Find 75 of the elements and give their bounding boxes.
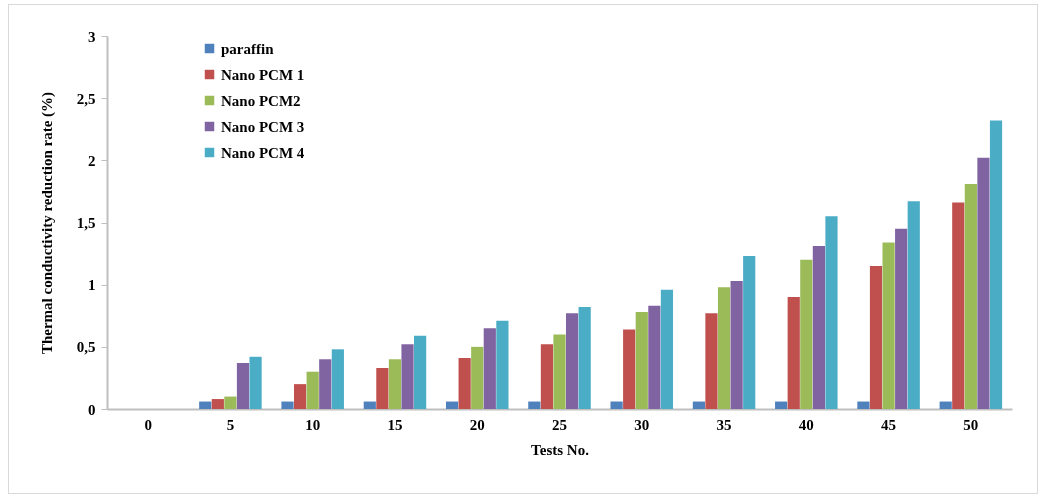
bar: [578, 307, 591, 409]
bar: [388, 359, 402, 409]
bar: [224, 396, 237, 409]
legend-label: Nano PCM 1: [221, 66, 305, 83]
bar: [565, 313, 579, 409]
bar: [939, 401, 952, 409]
bar: [376, 367, 389, 409]
x-tick-label: 0: [144, 416, 152, 433]
bar: [882, 242, 895, 409]
bar: [528, 401, 541, 409]
bar: [319, 359, 332, 409]
bar: [483, 328, 496, 409]
y-tick-label: 0,5: [76, 339, 96, 356]
bar: [977, 157, 990, 409]
x-tick-label: 40: [798, 416, 814, 433]
bar: [401, 344, 414, 409]
bar: [635, 312, 648, 409]
bar: [952, 202, 965, 409]
bar: [787, 297, 800, 409]
bar: [363, 401, 376, 409]
bar: [458, 358, 471, 409]
bar: [692, 401, 705, 409]
bar: [610, 401, 623, 409]
legend-label: Nano PCM2: [221, 92, 301, 109]
legend-label: paraffin: [221, 40, 275, 57]
y-axis-title: Thermal conductivity reduction rate (%): [38, 91, 56, 355]
x-axis-title: Tests No.: [531, 441, 590, 458]
bar: [199, 401, 212, 409]
x-tick-label: 15: [387, 416, 403, 433]
x-tick-label: 20: [469, 416, 485, 433]
bar: [857, 401, 870, 409]
x-tick-label: 50: [963, 416, 979, 433]
y-tick-label: 0: [88, 401, 96, 418]
bar: [775, 401, 788, 409]
bar: [294, 384, 307, 409]
y-tick-label: 1: [88, 277, 96, 294]
bar: [648, 305, 661, 409]
bar: [989, 120, 1003, 409]
bar: [964, 183, 977, 409]
x-tick-label: 25: [552, 416, 567, 433]
bar: [331, 349, 344, 409]
bar: [907, 201, 920, 409]
bar: [800, 259, 813, 409]
bar: [705, 313, 718, 409]
bar: [553, 334, 566, 409]
bar: [211, 399, 224, 409]
legend-label: Nano PCM 3: [221, 118, 305, 135]
bar: [281, 401, 294, 409]
bar: [895, 228, 908, 409]
bar: [730, 280, 743, 409]
legend-label: Nano PCM 4: [221, 144, 305, 161]
x-tick-label: 35: [716, 416, 732, 433]
y-tick-label: 2,5: [76, 90, 96, 107]
bar: [471, 346, 484, 409]
bar: [825, 216, 838, 409]
bar: [743, 256, 756, 409]
x-tick-label: 30: [634, 416, 650, 433]
bar: [414, 335, 427, 409]
bar: [236, 363, 250, 409]
bar: [623, 329, 636, 409]
bar: [306, 371, 319, 409]
bar: [717, 287, 731, 409]
x-tick-label: 5: [226, 416, 235, 433]
bar: [445, 401, 459, 409]
bar: [540, 344, 554, 409]
x-tick-label: 10: [305, 416, 321, 433]
bar: [496, 320, 509, 409]
bar: [869, 266, 883, 409]
bar: [812, 246, 825, 409]
y-tick-label: 2: [88, 152, 96, 169]
bar: [660, 289, 674, 409]
bar: [249, 356, 262, 409]
y-tick-label: 3: [88, 28, 96, 45]
x-tick-label: 45: [881, 416, 897, 433]
y-tick-label: 1,5: [76, 215, 96, 231]
